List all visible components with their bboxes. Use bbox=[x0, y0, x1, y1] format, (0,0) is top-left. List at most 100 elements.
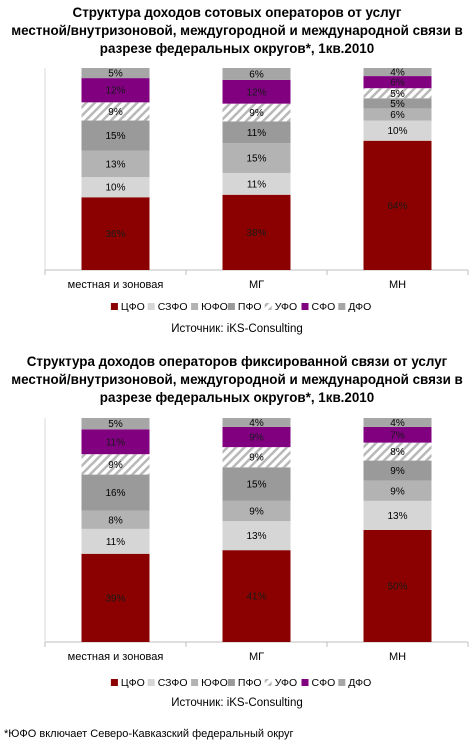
chart-2-source: Источник: iKS-Consulting bbox=[171, 697, 303, 709]
bar-segment bbox=[222, 121, 291, 144]
data-label: 5% bbox=[108, 419, 123, 430]
legend-label: ЦФО bbox=[121, 301, 145, 313]
data-label: 11% bbox=[247, 179, 266, 190]
data-label: 4% bbox=[390, 418, 405, 429]
bar-segment bbox=[222, 521, 291, 551]
bar-segment bbox=[222, 172, 291, 195]
data-label: 11% bbox=[106, 437, 125, 448]
bar-segment bbox=[363, 500, 432, 530]
legend-label: УФО bbox=[275, 301, 297, 313]
data-label: 15% bbox=[246, 480, 266, 491]
chart-1-plot: 36% 10% 13% 15% 9% 12% 5% местная и зоновая 38% 1… bbox=[44, 68, 469, 313]
bar-segment bbox=[81, 150, 150, 178]
footnote: *ЮФО включает Северо-Кавказский федераль… bbox=[4, 728, 294, 740]
data-label: 4% bbox=[390, 68, 405, 79]
legend-swatch bbox=[264, 303, 272, 310]
category-label: МГ bbox=[249, 651, 264, 663]
legend-swatch bbox=[338, 303, 346, 310]
bar-segment bbox=[222, 447, 291, 468]
chart-2-plot: 39% 11% 8% 16% 9% 11% 5% местная и зоновая 41% 13… bbox=[44, 418, 469, 689]
data-label: 16% bbox=[105, 488, 125, 499]
legend-label: ДФО bbox=[348, 677, 371, 689]
data-label: 9% bbox=[390, 486, 405, 497]
data-label: 7% bbox=[390, 430, 405, 441]
legend-label: ЮФО bbox=[201, 301, 228, 313]
legend-label: ПФО bbox=[238, 301, 262, 313]
data-label: 10% bbox=[105, 183, 125, 194]
bar-segment bbox=[222, 79, 291, 104]
chart-1-title: Структура доходов сотовых операторов от … bbox=[0, 4, 474, 58]
bar-segment bbox=[222, 103, 291, 122]
bar-segment bbox=[363, 460, 432, 481]
legend-swatch bbox=[191, 303, 199, 310]
legend-label: ДФО bbox=[348, 301, 371, 313]
data-label: 10% bbox=[387, 126, 407, 137]
bar-segment bbox=[81, 474, 150, 511]
legend-label: СЗФО bbox=[158, 301, 188, 313]
bar-segment bbox=[81, 429, 150, 455]
data-label: 13% bbox=[246, 531, 266, 542]
bar-segment bbox=[222, 550, 291, 642]
chart-1-source: Источник: iKS-Consulting bbox=[171, 323, 303, 335]
bar-segment bbox=[222, 418, 291, 427]
legend-swatch bbox=[147, 303, 155, 310]
bar-segment bbox=[363, 480, 432, 501]
legend-label: СЗФО bbox=[158, 677, 188, 689]
data-label: 38% bbox=[246, 228, 266, 239]
legend-swatch bbox=[301, 679, 309, 686]
legend-label: ЦФО bbox=[121, 677, 145, 689]
data-label: 5% bbox=[390, 89, 405, 100]
data-label: 9% bbox=[249, 506, 264, 517]
data-label: 5% bbox=[108, 69, 123, 80]
legend-swatch bbox=[191, 679, 199, 686]
legend-swatch bbox=[227, 303, 235, 310]
data-label: 15% bbox=[105, 131, 125, 142]
data-label: 4% bbox=[249, 418, 264, 429]
data-label: 6% bbox=[249, 69, 264, 80]
chart-2-title: Структура доходов операторов фиксированн… bbox=[0, 353, 474, 407]
category-label: МГ bbox=[249, 279, 264, 291]
bar-segment bbox=[81, 454, 150, 475]
data-label: 9% bbox=[108, 107, 123, 118]
category-label: местная и зоновая bbox=[68, 279, 164, 291]
bar-segment bbox=[81, 510, 150, 529]
legend-swatch bbox=[301, 303, 309, 310]
legend-swatch bbox=[110, 679, 118, 686]
data-label: 11% bbox=[247, 128, 266, 139]
data-label: 13% bbox=[387, 511, 407, 522]
data-label: 11% bbox=[106, 537, 125, 548]
bar-segment bbox=[81, 68, 150, 79]
bar-segment bbox=[81, 78, 150, 103]
bar-segment bbox=[81, 528, 150, 554]
data-label: 12% bbox=[246, 87, 266, 98]
data-label: 9% bbox=[249, 108, 264, 119]
data-label: 36% bbox=[105, 229, 125, 240]
category-label: местная и зоновая bbox=[68, 651, 164, 663]
legend-label: УФО bbox=[275, 677, 297, 689]
bar-segment bbox=[363, 418, 432, 427]
chart-2-title-line-1: Структура доходов операторов фиксированн… bbox=[26, 354, 448, 369]
bar-segment bbox=[81, 197, 150, 270]
data-label: 64% bbox=[387, 201, 407, 212]
data-label: 15% bbox=[246, 154, 266, 165]
data-label: 9% bbox=[249, 453, 264, 464]
bar-segment bbox=[363, 68, 432, 77]
data-label: 13% bbox=[105, 159, 125, 170]
data-label: 8% bbox=[108, 515, 123, 526]
legend-label: ПФО bbox=[238, 677, 262, 689]
bar-segment bbox=[81, 102, 150, 121]
bar-segment bbox=[222, 68, 291, 80]
legend-swatch bbox=[264, 679, 272, 686]
bar-segment bbox=[81, 418, 150, 430]
bar-segment bbox=[363, 426, 432, 443]
bar-segment bbox=[363, 108, 432, 121]
chart-2-title-line-3: разрезе федеральных округов*, 1кв.2010 bbox=[99, 390, 375, 405]
bar-segment bbox=[222, 500, 291, 522]
legend-label: ЮФО bbox=[201, 677, 228, 689]
category-label: МН bbox=[389, 279, 406, 291]
data-label: 6% bbox=[390, 78, 405, 89]
bar-segment bbox=[363, 140, 432, 270]
data-label: 5% bbox=[390, 99, 405, 110]
data-label: 9% bbox=[390, 466, 405, 477]
bar-segment bbox=[81, 120, 150, 151]
